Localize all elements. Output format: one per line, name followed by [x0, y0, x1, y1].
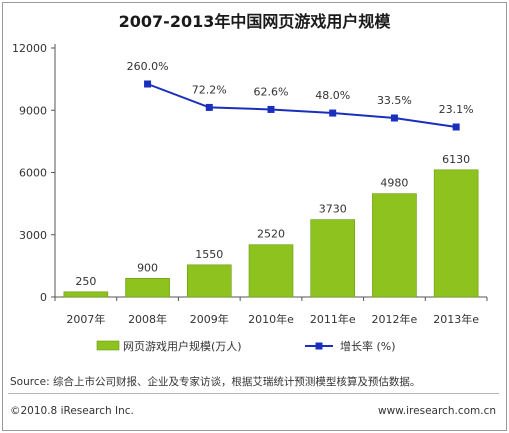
bar-value-label: 2520 [257, 228, 285, 241]
bar-value-label: 4980 [380, 177, 408, 190]
bar [248, 244, 294, 298]
bar [372, 193, 417, 298]
y-tick-label: 12000 [12, 42, 47, 55]
bar-value-label: 6130 [442, 153, 470, 166]
bar [310, 219, 356, 298]
y-tick-label: 9000 [19, 104, 47, 117]
bar [125, 278, 170, 298]
growth-rate-label: 72.2% [192, 83, 227, 96]
legend-bar-swatch [96, 340, 120, 351]
x-tick-label: 2012年e [372, 312, 418, 326]
growth-rate-point [452, 123, 460, 131]
legend-bar-label: 网页游戏用户规模(万人) [123, 339, 242, 353]
x-tick-label: 2010年e [248, 312, 294, 326]
bar-value-label: 900 [137, 261, 158, 274]
y-tick-label: 6000 [19, 167, 47, 180]
bar-value-label: 1550 [195, 248, 223, 261]
x-tick-label: 2011年e [310, 312, 356, 326]
x-tick-label: 2013年e [433, 312, 479, 326]
growth-rate-point [267, 105, 275, 113]
copyright-text: ©2010.8 iResearch Inc. [10, 405, 134, 417]
footer-divider [8, 393, 499, 394]
bar [186, 264, 232, 298]
growth-rate-label: 260.0% [127, 60, 169, 73]
x-tick-label: 2007年 [66, 312, 105, 326]
growth-rate-label: 62.6% [254, 85, 289, 98]
y-tick-label: 3000 [19, 229, 47, 242]
growth-rate-label: 33.5% [377, 94, 412, 107]
chart-title: 2007-2013年中国网页游戏用户规模 [118, 12, 391, 31]
growth-rate-line [147, 83, 457, 128]
growth-rate-point [205, 103, 213, 111]
x-tick-label: 2008年 [128, 312, 167, 326]
legend-line-marker [315, 342, 323, 350]
bar [433, 169, 479, 298]
growth-rate-label: 48.0% [315, 89, 350, 102]
x-tick-label: 2009年 [190, 312, 229, 326]
source-note: Source: 综合上市公司财报、企业及专家访谈，根据艾瑞统计预测模型核算及预估… [10, 376, 421, 388]
growth-rate-point [144, 80, 152, 88]
bar [63, 291, 109, 298]
bar-value-label: 250 [75, 275, 96, 288]
website-text: www.iresearch.com.cn [378, 405, 497, 417]
growth-rate-label: 23.1% [439, 103, 474, 116]
bar-value-label: 3730 [319, 203, 347, 216]
y-tick-label: 0 [40, 291, 47, 304]
growth-rate-point [390, 114, 398, 122]
growth-rate-point [329, 109, 337, 117]
legend-line-label: 增长率 (%) [340, 339, 396, 353]
